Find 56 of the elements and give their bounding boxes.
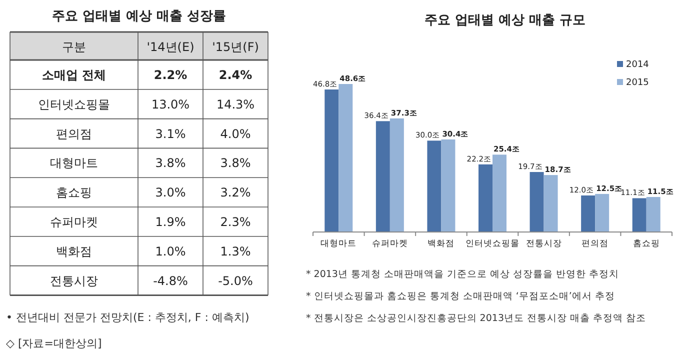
bar: [646, 196, 660, 232]
category-label: 슈퍼마켓: [50, 215, 98, 229]
bar: [492, 154, 506, 232]
bar: [427, 140, 442, 232]
data-label: 1.0%: [155, 244, 186, 258]
bar: [595, 194, 610, 232]
category-label: 편의점: [56, 126, 92, 141]
data-label: 4.0%: [220, 126, 251, 141]
bar: [441, 139, 456, 232]
data-label: 3.8%: [220, 156, 251, 170]
x-tick-label: 대형마트: [320, 239, 357, 249]
bar: [530, 172, 544, 232]
category-label: 전통시장: [50, 274, 98, 288]
category-label: 소매업 전체: [42, 68, 106, 82]
x-tick-label: 전통시장: [526, 239, 562, 249]
x-tick-label: 인터넷쇼핑몰: [466, 239, 520, 249]
bar: [632, 198, 646, 232]
x-tick-label: 슈퍼마켓: [372, 239, 408, 249]
data-label: 1.9%: [155, 215, 186, 229]
data-label: 2.2%: [154, 68, 188, 82]
data-label: -4.8%: [153, 274, 188, 288]
text: * 인터넷쇼핑몰과 홈쇼핑은 통계청 소매판매액 ‘무점포소매’에서 추정: [306, 291, 615, 302]
data-label: 3.1%: [155, 126, 186, 141]
data-label: 2.3%: [220, 215, 251, 229]
data-label: 3.2%: [220, 186, 251, 200]
data-label: 1.3%: [220, 244, 251, 258]
chart-title: 주요 업태별 예상 매출 규모: [424, 13, 586, 28]
bar: [544, 175, 558, 232]
text: 주요 업태별 예상 매출 성장률: [52, 9, 226, 24]
text: 구분: [62, 40, 86, 54]
bar: [338, 84, 353, 232]
text: '14년(E): [146, 40, 194, 54]
bar: [581, 195, 596, 232]
bar: [324, 89, 339, 232]
data-label: -5.0%: [218, 274, 253, 288]
bar: [376, 121, 390, 232]
bar: [390, 118, 404, 232]
data-label: 13.0%: [151, 97, 190, 112]
data-label: 3.0%: [155, 186, 186, 200]
x-tick-label: 편의점: [582, 239, 609, 249]
data-label: 14.3%: [216, 97, 255, 112]
text: '15년(F): [212, 40, 259, 54]
text: ◇ [자료=대한상의]: [6, 337, 102, 350]
text: • 전년대비 전문가 전망치(E : 추정치, F : 예측치): [6, 311, 250, 324]
legend-label: 2015: [626, 78, 649, 88]
category-label: 인터넷쇼핑몰: [38, 97, 110, 112]
bar: [478, 164, 492, 232]
x-tick-label: 홈쇼핑: [632, 239, 660, 249]
text: * 2013년 통계청 소매판매액을 기준으로 예상 성장률을 반영한 추정치: [306, 269, 620, 280]
legend-label: 2014: [626, 60, 650, 70]
text: * 전통시장은 소상공인시장진흥공단의 2013년도 전통시장 매출 추정액 참조: [306, 313, 646, 324]
x-tick-label: 백화점: [428, 239, 455, 249]
data-label: 2.4%: [218, 68, 252, 82]
category-label: 홈쇼핑: [56, 186, 92, 200]
data-label: 3.8%: [155, 156, 186, 170]
category-label: 대형마트: [50, 156, 98, 170]
